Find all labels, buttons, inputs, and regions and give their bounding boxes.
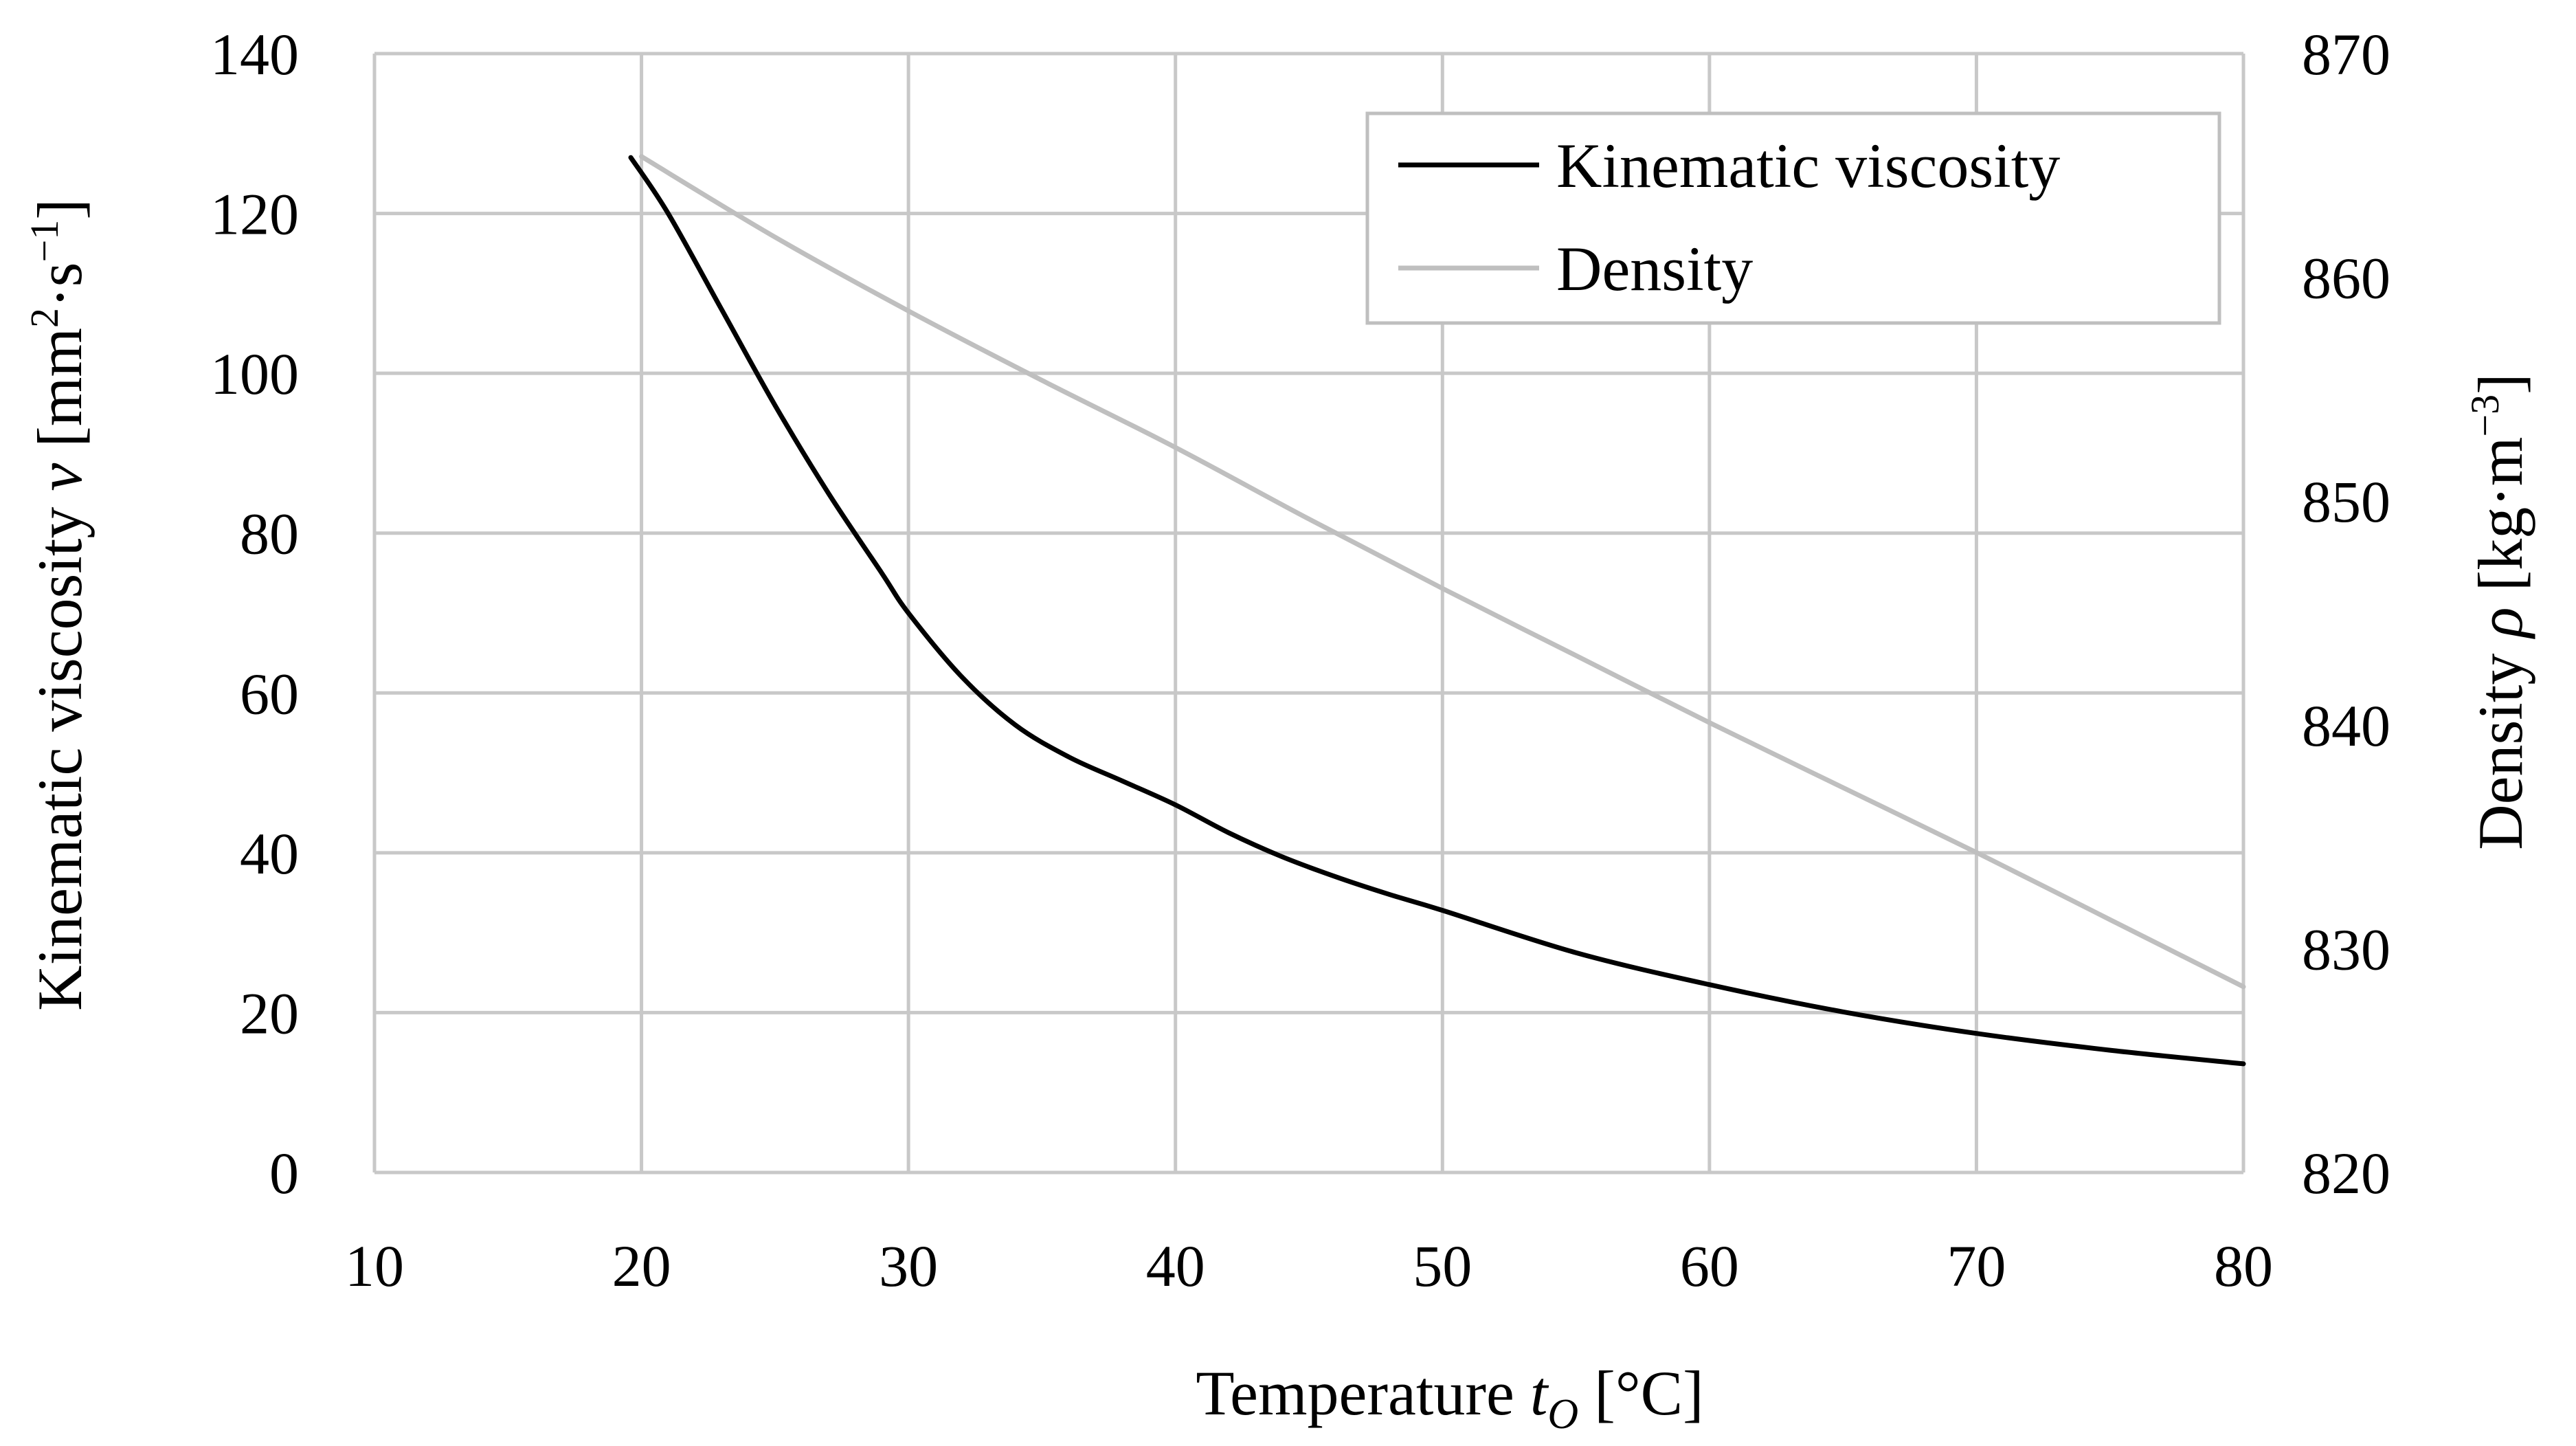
y-left-tick-label: 0	[269, 1140, 299, 1206]
y-left-axis-title-unit-mid: ·s	[25, 262, 95, 307]
x-axis-title-text: Temperature	[1196, 1358, 1530, 1428]
series-layer	[628, 154, 2246, 1067]
y-right-tick-label: 860	[2302, 245, 2390, 311]
series-line-density	[639, 154, 2246, 990]
x-axis-title: Temperature tO [°C]	[1196, 1358, 1703, 1438]
y-right-axis-title-unit-suffix: ]	[2465, 373, 2535, 394]
y-left-axis-title-sup2: −1	[22, 220, 67, 263]
legend-box	[1365, 111, 2221, 325]
y-right-axis-title-sup1: −3	[2463, 394, 2507, 437]
y-right-tick-label: 840	[2302, 693, 2390, 759]
y-right-tick-label: 870	[2302, 21, 2390, 87]
y-right-axis-title-text: Density	[2465, 638, 2535, 850]
y-left-tick-label: 20	[240, 980, 299, 1046]
y-left-axis-title: Kinematic viscosity ν [mm2·s−1]	[22, 199, 95, 1011]
x-tick-label: 80	[2214, 1233, 2273, 1299]
y-left-axis-title-sup1: 2	[22, 308, 67, 328]
tick-labels: 0 20 40 60 80 100 120 140 10 20 30 40 50 60 70 80 820 830…	[210, 21, 2390, 1299]
legend: Kinematic viscosity Density	[1365, 111, 2221, 325]
series-line-kinematic-viscosity	[628, 155, 2246, 1067]
x-tick-label: 70	[1947, 1233, 2006, 1299]
y-left-tick-label: 120	[210, 181, 299, 247]
y-left-tick-label: 100	[210, 341, 299, 407]
x-axis-title-unit: [°C]	[1578, 1358, 1703, 1428]
x-tick-label: 50	[1413, 1233, 1472, 1299]
y-left-tick-label: 60	[240, 660, 299, 726]
x-tick-label: 40	[1146, 1233, 1205, 1299]
x-axis-title-subscript: O	[1547, 1391, 1578, 1438]
y-left-tick-label: 140	[210, 21, 299, 87]
x-tick-label: 20	[612, 1233, 671, 1299]
x-axis-title-symbol: t	[1530, 1358, 1549, 1428]
y-left-axis-title-symbol: ν	[25, 463, 95, 491]
y-left-axis-title-text: Kinematic viscosity	[25, 491, 95, 1011]
y-left-tick-label: 40	[240, 821, 299, 887]
x-tick-label: 30	[879, 1233, 938, 1299]
x-tick-label: 60	[1680, 1233, 1739, 1299]
y-right-axis-title: Density ρ [kg·m−3]	[2463, 373, 2535, 850]
y-right-tick-label: 850	[2302, 469, 2390, 535]
x-tick-label: 10	[345, 1233, 404, 1299]
legend-label-density: Density	[1556, 234, 1753, 304]
y-right-tick-label: 830	[2302, 916, 2390, 982]
y-left-tick-label: 80	[240, 501, 299, 567]
y-right-axis-title-symbol: ρ	[2465, 607, 2535, 639]
y-right-tick-label: 820	[2302, 1140, 2390, 1206]
y-left-axis-title-unit-prefix: [mm	[25, 328, 95, 463]
y-right-axis-title-unit-prefix: [kg·m	[2465, 437, 2535, 608]
legend-label-kinematic-viscosity: Kinematic viscosity	[1556, 131, 2060, 201]
y-left-axis-title-unit-suffix: ]	[25, 199, 95, 220]
